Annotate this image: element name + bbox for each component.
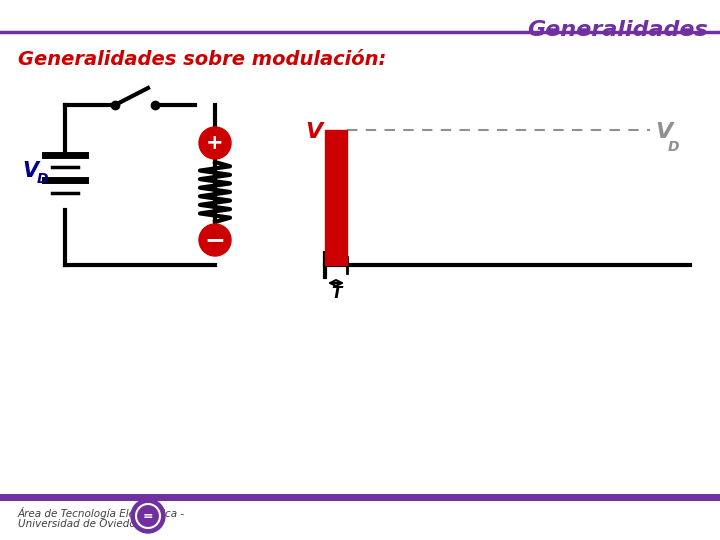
Text: Área de Tecnología Electrónica -: Área de Tecnología Electrónica - [18,507,185,519]
Circle shape [131,499,165,533]
Circle shape [199,127,231,159]
Text: +: + [206,133,224,153]
Text: T: T [330,286,341,301]
Text: D: D [668,140,680,154]
Text: Generalidades sobre modulación:: Generalidades sobre modulación: [18,50,386,69]
Text: Generalidades: Generalidades [527,20,708,40]
Text: Universidad de Oviedo: Universidad de Oviedo [18,519,136,529]
Text: −: − [204,228,225,252]
Text: D: D [37,172,48,186]
Text: V: V [22,161,38,181]
Circle shape [199,224,231,256]
Text: R: R [326,140,337,154]
Text: V: V [306,122,323,142]
Text: V: V [655,122,672,142]
Text: =: = [143,510,153,523]
